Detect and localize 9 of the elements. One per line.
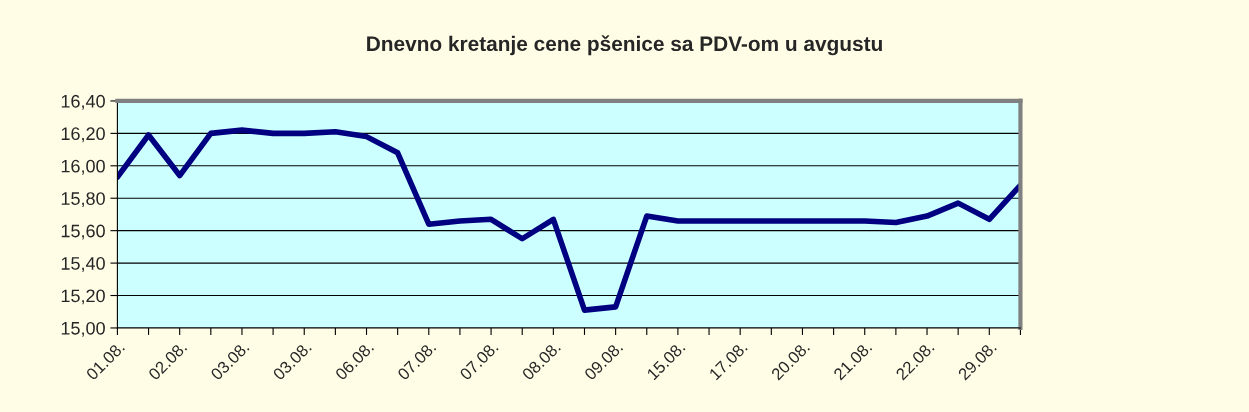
y-tick-label: 16,20: [61, 127, 105, 143]
y-tick-label: 15,00: [61, 321, 105, 337]
y-tick-label: 15,80: [61, 192, 105, 208]
y-tick-label: 15,20: [61, 289, 105, 305]
y-tick-label: 16,00: [61, 159, 105, 175]
chart-title: Dnevno kretanje cene pšenice sa PDV-om u avgustu: [367, 35, 882, 56]
y-tick-label: 15,60: [61, 224, 105, 240]
y-tick-label: 16,40: [61, 94, 105, 110]
y-tick-label: 15,40: [61, 257, 105, 272]
